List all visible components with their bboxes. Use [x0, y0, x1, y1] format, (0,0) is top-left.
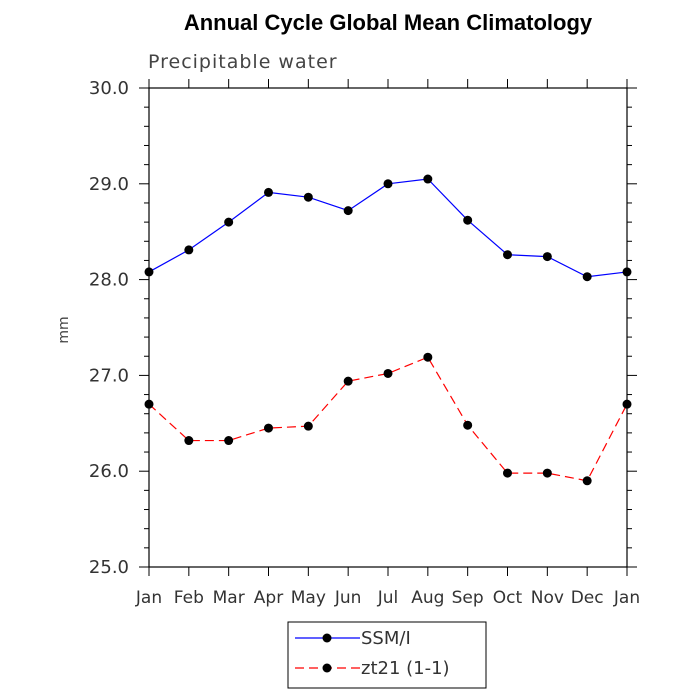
x-tick-labels: Jan Feb Mar Apr May Jun Jul Aug Sep Oct Nov Dec Jan: [135, 588, 640, 608]
data-point: [303, 192, 313, 202]
y-tick-label: 26.0: [89, 461, 129, 482]
x-tick-label: Aug: [411, 588, 444, 608]
data-point: [582, 476, 592, 486]
plot-frame: [148, 87, 628, 568]
data-point: [184, 245, 194, 255]
x-tick-label: May: [291, 588, 326, 608]
data-point: [224, 436, 234, 446]
y-tick-labels: 25.0 26.0 27.0 28.0 29.0 30.0: [89, 78, 129, 578]
data-point: [264, 423, 273, 433]
x-tick-label: Jan: [135, 588, 162, 608]
x-tick-label: Jun: [334, 588, 362, 608]
data-point: [423, 352, 433, 362]
chart-title: Annual Cycle Global Mean Climatology: [184, 10, 593, 35]
x-tick-label: Jan: [613, 588, 640, 608]
data-point: [303, 421, 313, 431]
data-point: [622, 399, 632, 409]
y-axis-label: mm: [56, 316, 72, 343]
data-point: [503, 468, 512, 478]
y-tick-label: 30.0: [89, 78, 129, 99]
data-point: [582, 272, 592, 282]
series-layer: [144, 174, 632, 486]
series-line-0: [148, 178, 628, 278]
data-point: [463, 215, 473, 225]
x-tick-label: Jul: [377, 588, 399, 608]
legend-box: [287, 621, 487, 689]
y-tick-label: 27.0: [89, 365, 129, 386]
legend-marker-ssmi: [322, 633, 332, 643]
y-tick-label: 28.0: [89, 270, 129, 291]
data-point: [224, 217, 234, 227]
data-point: [383, 179, 393, 189]
axis-ticks: [139, 79, 637, 576]
y-tick-label: 29.0: [89, 174, 129, 195]
data-point: [264, 187, 273, 197]
data-point: [542, 468, 552, 478]
legend-label-ssmi: SSM/I: [361, 628, 411, 649]
data-point: [542, 252, 552, 262]
data-point: [184, 436, 194, 446]
y-tick-label: 25.0: [89, 557, 129, 578]
data-point: [343, 206, 353, 216]
x-tick-label: Dec: [571, 588, 604, 608]
x-tick-label: Apr: [254, 588, 283, 608]
chart-subtitle: Precipitable water: [148, 51, 338, 73]
data-point: [144, 399, 154, 409]
data-point: [144, 267, 154, 277]
data-point: [622, 267, 632, 277]
legend: SSM/I zt21 (1-1): [287, 621, 487, 689]
legend-marker-zt21: [322, 663, 332, 673]
x-tick-label: Oct: [493, 588, 523, 608]
x-tick-label: Sep: [452, 588, 484, 608]
x-tick-label: Mar: [213, 588, 245, 608]
data-point: [383, 368, 393, 378]
x-tick-label: Feb: [174, 588, 204, 608]
data-point: [463, 420, 473, 430]
data-point: [423, 174, 433, 184]
data-point: [503, 250, 512, 260]
x-tick-label: Nov: [531, 588, 564, 608]
data-point: [343, 376, 353, 386]
legend-label-zt21: zt21 (1-1): [361, 658, 450, 679]
